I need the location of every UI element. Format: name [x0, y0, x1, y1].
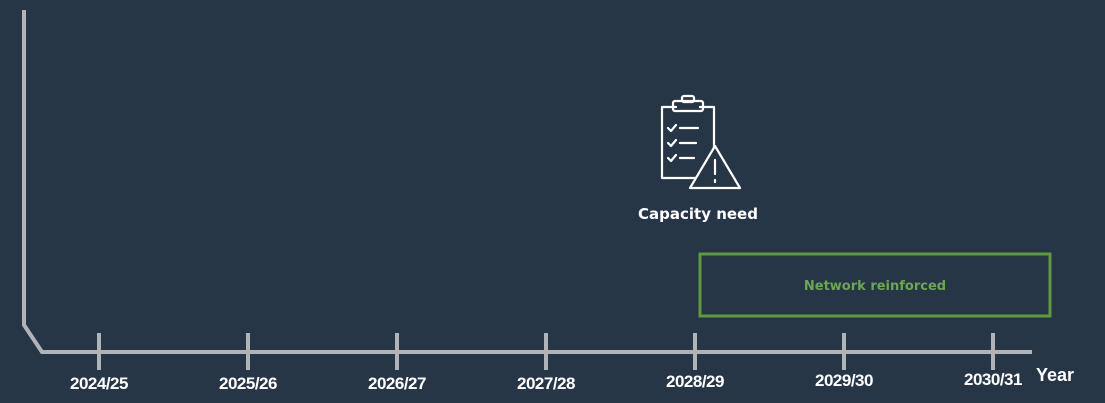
box-label: Network reinforced: [804, 279, 946, 294]
year-label: 2030/31: [964, 370, 1022, 389]
axis-label: Year: [1036, 365, 1074, 385]
annotation-label: Capacity need: [638, 205, 758, 223]
year-label: 2026/27: [368, 374, 426, 393]
axis: [22, 10, 1032, 354]
capacity-icon: [660, 94, 742, 190]
year-label: 2025/26: [219, 374, 277, 393]
year-label: 2029/30: [815, 371, 873, 390]
year-label: 2027/28: [517, 374, 575, 393]
reinforcement-box: [698, 252, 1052, 318]
year-label: 2024/25: [70, 374, 128, 393]
year-label: 2028/29: [666, 372, 724, 391]
